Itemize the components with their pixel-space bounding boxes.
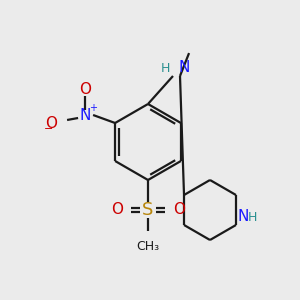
Text: N: N — [238, 209, 249, 224]
Text: O: O — [173, 202, 185, 217]
Text: S: S — [142, 201, 154, 219]
Text: CH₃: CH₃ — [136, 240, 160, 253]
Text: −: − — [44, 124, 53, 134]
Text: O: O — [79, 82, 91, 97]
Text: O: O — [111, 202, 123, 217]
Text: N: N — [80, 107, 91, 122]
Text: H: H — [160, 62, 170, 75]
Text: +: + — [89, 103, 97, 113]
Text: N: N — [178, 60, 189, 75]
Text: H: H — [248, 211, 257, 224]
Text: O: O — [45, 116, 57, 130]
